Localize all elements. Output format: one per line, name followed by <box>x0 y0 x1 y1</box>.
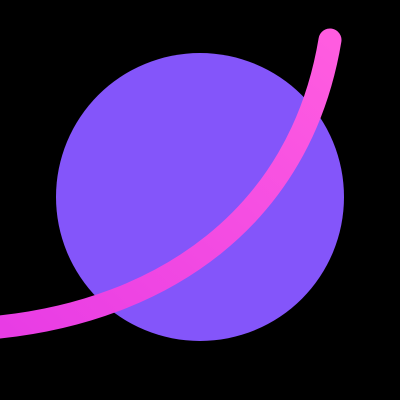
planet-ring-arc <box>0 28 342 339</box>
planet-body <box>56 53 344 341</box>
